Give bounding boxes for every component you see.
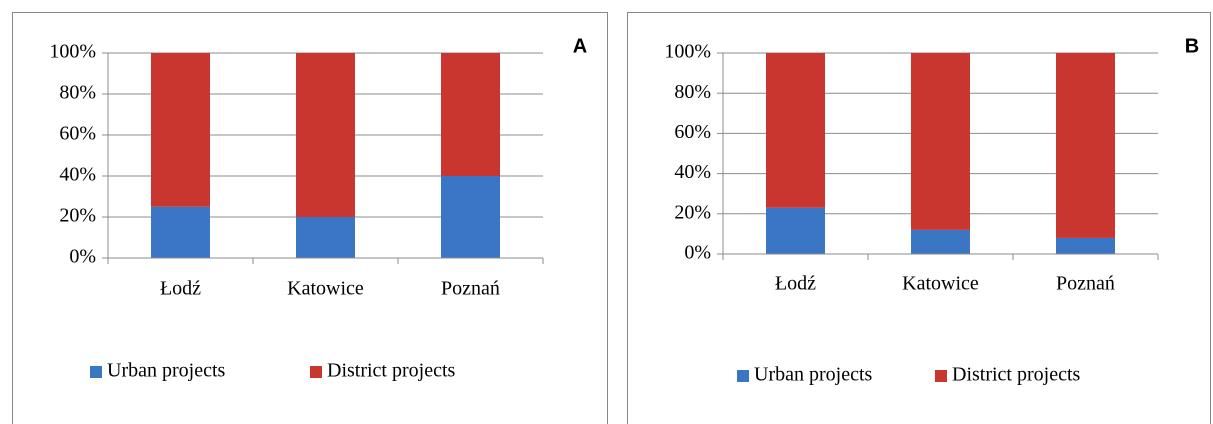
legend-swatch bbox=[310, 366, 322, 378]
y-tick-label: 80% bbox=[674, 81, 711, 103]
bar-segment bbox=[766, 53, 825, 208]
legend-label: District projects bbox=[952, 364, 1081, 386]
bar-segment bbox=[911, 53, 970, 230]
x-tick-label: Katowice bbox=[902, 273, 979, 295]
legend-swatch bbox=[935, 370, 947, 382]
panel-frame bbox=[12, 12, 608, 424]
y-tick-label: 60% bbox=[59, 123, 96, 145]
y-tick-label: 40% bbox=[674, 161, 711, 183]
panel-frame bbox=[627, 12, 1211, 424]
x-tick-label: Katowice bbox=[287, 278, 364, 300]
y-tick-label: 20% bbox=[59, 205, 96, 227]
legend-swatch bbox=[90, 366, 102, 378]
legend-swatch bbox=[737, 370, 749, 382]
x-tick-label: Łodź bbox=[160, 278, 201, 300]
bar-segment bbox=[296, 217, 355, 258]
y-tick-label: 20% bbox=[674, 201, 711, 223]
bar-segment bbox=[1056, 237, 1115, 254]
bar-segment bbox=[151, 206, 210, 258]
bar-segment bbox=[911, 229, 970, 254]
y-tick-label: 100% bbox=[664, 41, 711, 63]
y-tick-label: 80% bbox=[59, 82, 96, 104]
bar-segment bbox=[151, 53, 210, 207]
panel-letter: A bbox=[573, 35, 587, 57]
legend-label: Urban projects bbox=[754, 364, 873, 386]
y-tick-label: 60% bbox=[674, 121, 711, 143]
y-tick-label: 100% bbox=[49, 41, 96, 63]
bar-segment bbox=[441, 53, 500, 176]
x-tick-label: Poznań bbox=[1056, 273, 1115, 295]
legend-label: District projects bbox=[327, 360, 456, 382]
legend-label: Urban projects bbox=[107, 360, 226, 382]
bar-segment bbox=[296, 53, 355, 217]
panel-letter: B bbox=[1185, 35, 1199, 57]
y-tick-label: 0% bbox=[684, 242, 711, 264]
bar-segment bbox=[766, 207, 825, 254]
y-tick-label: 40% bbox=[59, 164, 96, 186]
y-tick-label: 0% bbox=[69, 246, 96, 268]
x-tick-label: Łodź bbox=[775, 273, 816, 295]
x-tick-label: Poznań bbox=[441, 278, 500, 300]
bar-segment bbox=[1056, 53, 1115, 238]
bar-segment bbox=[441, 176, 500, 258]
